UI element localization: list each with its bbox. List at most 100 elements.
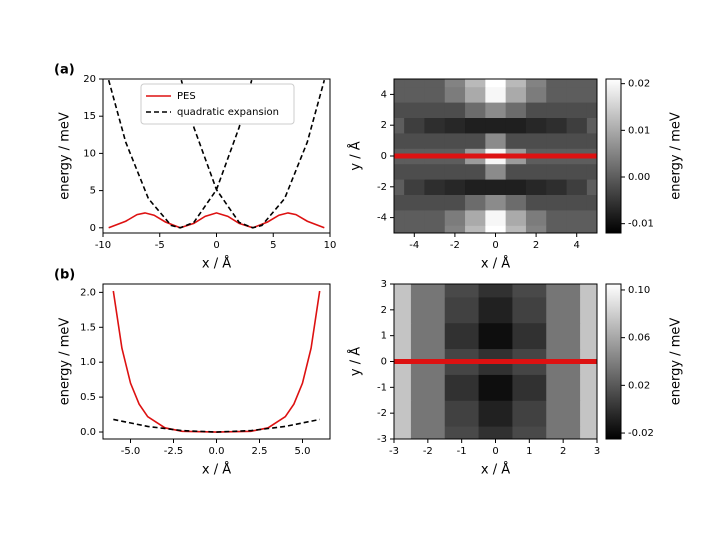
heat-cell bbox=[586, 102, 597, 118]
heat-cell bbox=[394, 209, 405, 226]
heat-cell bbox=[444, 79, 466, 88]
colorbar-tick-label: 0.02 bbox=[628, 79, 650, 90]
heat-cell bbox=[505, 225, 527, 233]
heat-cell bbox=[546, 79, 568, 88]
x-tick-label: -1 bbox=[457, 446, 467, 457]
colorbar-tick-label: -0.02 bbox=[628, 428, 654, 439]
heat-cell bbox=[465, 163, 486, 180]
y-tick-label: 0.5 bbox=[80, 392, 96, 403]
heat-cell bbox=[444, 163, 466, 180]
x-tick-label: 0 bbox=[492, 446, 498, 457]
heat-cell bbox=[512, 400, 547, 427]
heat-cell bbox=[505, 163, 527, 180]
heat-cell bbox=[478, 296, 513, 324]
heat-cell bbox=[566, 179, 588, 195]
legend-label: PES bbox=[177, 91, 196, 102]
heat-cell bbox=[525, 179, 547, 195]
heat-cell bbox=[444, 284, 480, 298]
heat-cell bbox=[394, 374, 412, 401]
heat-cell bbox=[546, 209, 568, 226]
heat-cell bbox=[394, 179, 405, 195]
heat-cell bbox=[525, 102, 547, 118]
heat-cell bbox=[394, 163, 405, 180]
heat-cell bbox=[566, 79, 588, 88]
heat-cell bbox=[478, 400, 513, 427]
y-tick-label: -4 bbox=[377, 213, 387, 224]
x-tick-label: 2.5 bbox=[252, 446, 268, 457]
heat-cell bbox=[444, 296, 480, 324]
legend-label: quadratic expansion bbox=[177, 107, 279, 118]
heat-cell bbox=[404, 132, 425, 149]
heat-cell bbox=[525, 132, 547, 149]
y-tick-label: -3 bbox=[377, 434, 387, 445]
heat-cell bbox=[505, 209, 527, 226]
colorbar-tick-label: -0.01 bbox=[628, 219, 654, 230]
axes-frame bbox=[102, 283, 331, 440]
heat-cell bbox=[525, 163, 547, 180]
heat-cell bbox=[465, 79, 486, 88]
heat-cell bbox=[512, 284, 547, 298]
heat-cell bbox=[512, 296, 547, 324]
series-line bbox=[113, 418, 320, 433]
heat-cell bbox=[485, 117, 507, 134]
heat-cell bbox=[444, 209, 466, 226]
heat-cell bbox=[580, 322, 597, 350]
heat-cell bbox=[394, 79, 405, 88]
heat-cell bbox=[424, 86, 446, 103]
y-tick-label: 1.5 bbox=[80, 322, 96, 333]
heat-cell bbox=[546, 322, 581, 350]
x-tick-label: 0 bbox=[492, 240, 498, 251]
heat-cell bbox=[404, 117, 425, 134]
x-tick-label: -10 bbox=[95, 240, 111, 251]
heat-cell bbox=[394, 322, 412, 350]
heat-cell bbox=[525, 194, 547, 211]
heat-cell bbox=[505, 117, 527, 134]
x-tick-label: 1 bbox=[526, 446, 532, 457]
heat-cell bbox=[410, 426, 446, 439]
heat-cell bbox=[444, 322, 480, 350]
heat-cell bbox=[525, 209, 547, 226]
heat-cell bbox=[485, 102, 507, 118]
heat-cell bbox=[546, 284, 581, 298]
x-tick-label: 5 bbox=[270, 240, 276, 251]
heat-cell bbox=[580, 400, 597, 427]
y-axis-label: energy / meV bbox=[58, 112, 73, 200]
heat-cell bbox=[444, 179, 466, 195]
y-tick-label: 4 bbox=[381, 89, 387, 100]
heat-cell bbox=[424, 117, 446, 134]
heat-cell bbox=[444, 400, 480, 427]
y-tick-label: 0 bbox=[381, 151, 387, 162]
y-tick-label: -2 bbox=[377, 182, 387, 193]
heat-cell bbox=[546, 426, 581, 439]
colorbar-tick-label: 0.10 bbox=[628, 285, 650, 296]
heat-cell bbox=[444, 117, 466, 134]
heat-cell bbox=[566, 86, 588, 103]
heat-cell bbox=[580, 374, 597, 401]
heat-cell bbox=[404, 163, 425, 180]
heat-cell bbox=[478, 284, 513, 298]
heat-cell bbox=[465, 194, 486, 211]
heat-cell bbox=[525, 79, 547, 88]
heat-cell bbox=[410, 296, 446, 324]
heat-cell bbox=[465, 132, 486, 149]
heat-cell bbox=[404, 179, 425, 195]
y-tick-label: 0 bbox=[90, 223, 96, 234]
heat-cell bbox=[404, 194, 425, 211]
heat-cell bbox=[485, 194, 507, 211]
heat-cell bbox=[586, 79, 597, 88]
heat-cell bbox=[546, 225, 568, 233]
series-line bbox=[108, 212, 325, 229]
heat-cell bbox=[546, 102, 568, 118]
heat-cell bbox=[586, 86, 597, 103]
x-axis-label: x / Å bbox=[202, 462, 231, 478]
y-tick-label: 15 bbox=[83, 111, 96, 122]
plot-area bbox=[112, 290, 321, 433]
heat-cell bbox=[485, 79, 507, 88]
heat-cell bbox=[505, 79, 527, 88]
heat-cell bbox=[465, 102, 486, 118]
colorbar-tick-label: 0.02 bbox=[628, 380, 650, 391]
x-tick-label: -5.0 bbox=[121, 446, 141, 457]
plot-area bbox=[394, 79, 597, 233]
heat-cell bbox=[512, 426, 547, 439]
